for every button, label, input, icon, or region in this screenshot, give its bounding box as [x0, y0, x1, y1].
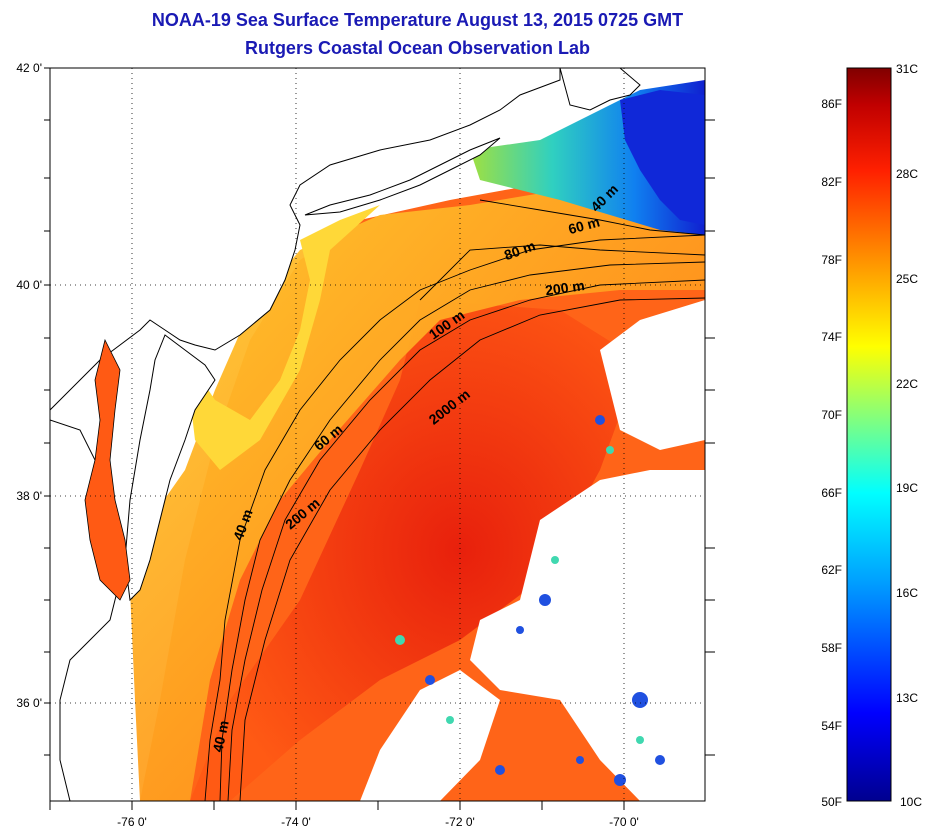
lat-label: 38 0' — [16, 489, 42, 503]
map-subtitle: Rutgers Coastal Ocean Observation Lab — [244, 38, 591, 58]
lat-label: 42 0' — [16, 61, 42, 75]
shelf-water — [130, 165, 705, 801]
lon-label: -70 0' — [609, 815, 639, 829]
celsius-label: 25C — [896, 272, 918, 286]
cold-upwelling — [620, 90, 705, 225]
land-delmarva — [124, 334, 216, 602]
chesapeake-bay — [84, 338, 131, 601]
land-long-island — [304, 137, 501, 216]
latitude-labels: 42 0' 40 0' 38 0' 36 0' — [16, 61, 42, 710]
map-title: NOAA-19 Sea Surface Temperature August 1… — [151, 10, 684, 30]
gulf-stream-core — [190, 300, 640, 801]
longitude-labels: -76 0' -74 0' -72 0' -70 0' — [117, 815, 639, 829]
celsius-label: 16C — [896, 586, 918, 600]
lon-label: -72 0' — [445, 815, 475, 829]
fahrenheit-label: 50F — [821, 795, 842, 809]
fahrenheit-label: 54F — [821, 719, 842, 733]
colorbar-fahrenheit-labels: 86F 82F 78F 74F 70F 66F 62F 58F 54F 50F — [821, 97, 842, 809]
lon-label: -76 0' — [117, 815, 147, 829]
axis-ticks — [44, 67, 715, 810]
depth-contours — [204, 199, 705, 801]
land-cape-cod — [559, 68, 641, 111]
fahrenheit-label: 58F — [821, 641, 842, 655]
colorbar-celsius-labels: 31C 28C 25C 22C 19C 16C 13C 10C — [896, 62, 922, 809]
fahrenheit-label: 62F — [821, 563, 842, 577]
fahrenheit-label: 86F — [821, 97, 842, 111]
celsius-label: 10C — [900, 795, 922, 809]
nearshore-water — [185, 205, 380, 470]
cold-speckles — [425, 415, 665, 786]
lon-label: -74 0' — [281, 815, 311, 829]
celsius-label: 28C — [896, 167, 918, 181]
celsius-label: 19C — [896, 481, 918, 495]
contour-label: 40 m — [209, 719, 231, 754]
contour-label: 200 m — [544, 277, 586, 298]
fahrenheit-label: 74F — [821, 330, 842, 344]
lat-label: 36 0' — [16, 696, 42, 710]
contour-label: 60 m — [567, 213, 602, 237]
lat-label: 40 0' — [16, 278, 42, 292]
map-title-block: NOAA-19 Sea Surface Temperature August 1… — [0, 6, 835, 62]
fahrenheit-label: 66F — [821, 486, 842, 500]
celsius-label: 31C — [896, 62, 918, 76]
celsius-label: 13C — [896, 691, 918, 705]
fahrenheit-label: 82F — [821, 175, 842, 189]
fahrenheit-label: 78F — [821, 253, 842, 267]
cool-speckles — [395, 446, 644, 744]
fahrenheit-label: 70F — [821, 408, 842, 422]
colorbar-gradient — [846, 67, 892, 802]
celsius-label: 22C — [896, 377, 918, 391]
